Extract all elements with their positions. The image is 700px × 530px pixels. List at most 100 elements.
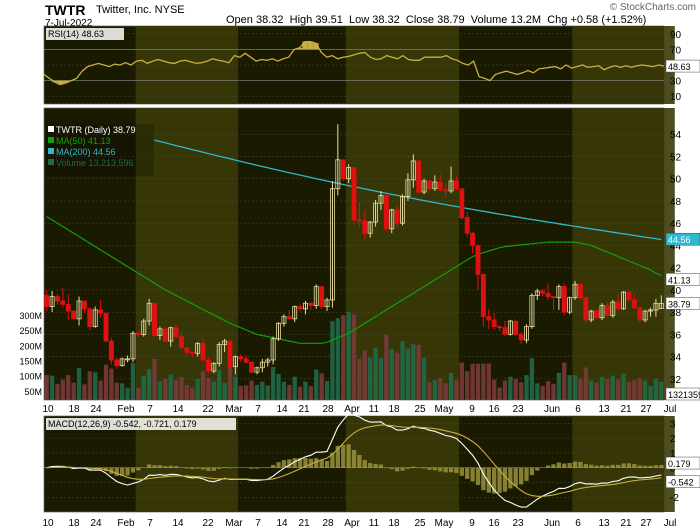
macd-x-label: 25 xyxy=(414,518,426,529)
volume-bar xyxy=(314,369,319,400)
ma50-line xyxy=(46,215,662,344)
candle-body xyxy=(437,181,443,191)
volume-tick-label: 200M xyxy=(19,341,42,351)
macd-x-label: 27 xyxy=(640,518,652,529)
macd-histogram-bar xyxy=(206,467,211,471)
low-label: Low xyxy=(348,14,370,26)
macd-histogram-bar xyxy=(87,467,92,470)
volume-bar xyxy=(195,378,200,400)
volume-bar xyxy=(319,373,324,400)
candle-body xyxy=(184,347,190,353)
volume-bar xyxy=(545,381,551,400)
candle-body xyxy=(594,310,600,319)
volume-bar xyxy=(346,312,351,400)
macd-x-label: 22 xyxy=(202,518,214,529)
macd-histogram-bar xyxy=(486,467,491,493)
price-x-label: 18 xyxy=(388,404,400,415)
candle-body xyxy=(324,299,330,308)
volume-bar xyxy=(529,358,535,400)
candle-body xyxy=(216,344,222,364)
candle-body xyxy=(232,356,238,368)
close-last-value-box xyxy=(665,297,700,310)
ticker-symbol: TWTR xyxy=(45,2,86,18)
candle-body xyxy=(249,361,255,373)
volume-bar xyxy=(281,381,287,400)
candle-body xyxy=(410,160,416,181)
volume-bar xyxy=(384,334,389,400)
macd-last-value: -0.542 xyxy=(668,478,694,488)
macd-histogram-bar xyxy=(276,462,281,468)
price-tick-label: 32 xyxy=(670,375,682,386)
candle-body xyxy=(76,300,82,320)
macd-histogram-bar xyxy=(529,467,535,476)
volume-bar xyxy=(427,382,432,400)
volume-bar xyxy=(200,371,206,400)
volume-bar xyxy=(109,368,114,400)
volume-bar xyxy=(659,381,664,400)
price-x-label: 18 xyxy=(68,404,80,415)
macd-histogram-bar xyxy=(270,464,276,468)
chg-value: +0.58 (+1.52%) xyxy=(570,14,647,26)
candle-body xyxy=(195,342,201,354)
volume-bar xyxy=(168,374,173,400)
volume-bar xyxy=(411,344,416,400)
volume-bar xyxy=(341,315,346,400)
legend-entry: MA(200) 44.56 xyxy=(56,147,116,157)
candle-body xyxy=(648,309,653,312)
candle-body xyxy=(319,286,325,308)
candle-body xyxy=(470,232,476,246)
macd-histogram-bar xyxy=(416,467,421,469)
macd-histogram-bar xyxy=(470,467,475,482)
candle-body xyxy=(545,292,551,297)
macd-x-label: 14 xyxy=(172,518,184,529)
macd-histogram-bar xyxy=(362,460,367,468)
volume-bar xyxy=(152,358,157,400)
volume-bar xyxy=(276,374,281,400)
macd-histogram-bar xyxy=(168,465,173,468)
volume-bar xyxy=(136,387,141,400)
volume-bar xyxy=(610,375,615,400)
macd-histogram-bar xyxy=(518,467,524,485)
volume-bar xyxy=(362,350,367,400)
volume-bar xyxy=(217,369,222,400)
volume-bar xyxy=(459,362,464,400)
macd-histogram-last: 0.179 xyxy=(668,459,691,469)
volume-bar xyxy=(98,380,103,400)
volume-bar xyxy=(599,376,605,400)
candle-body xyxy=(146,302,152,322)
price-x-label: 27 xyxy=(640,404,652,415)
volume-bar xyxy=(535,383,540,400)
macd-histogram-bar xyxy=(610,464,615,468)
macd-histogram-bar xyxy=(314,458,319,468)
candle-body xyxy=(599,305,605,319)
volume-value: 13.2M xyxy=(510,14,542,26)
price-x-label: 28 xyxy=(322,404,334,415)
candle-body xyxy=(227,340,233,368)
price-tick-label: 42 xyxy=(670,264,682,275)
candle-body xyxy=(459,188,465,219)
candle-body xyxy=(238,356,244,360)
candle-body xyxy=(378,194,384,204)
macd-histogram-bar xyxy=(578,461,583,468)
macd-histogram-bar xyxy=(432,467,438,471)
macd-histogram-bar xyxy=(184,467,190,469)
candle-body xyxy=(297,306,303,310)
candle-body xyxy=(588,310,594,321)
price-x-label: 10 xyxy=(42,404,54,415)
candle-body xyxy=(313,286,319,306)
macd-histogram-bar xyxy=(130,467,136,473)
macd-panel: -2-10123MACD(12,26,9) -0.542, -0.721, 0.… xyxy=(42,413,700,529)
macd-histogram-bar xyxy=(157,465,163,468)
candle-body xyxy=(631,299,637,309)
candle-body xyxy=(567,297,573,313)
macd-histogram-bar xyxy=(567,462,572,468)
macd-histogram-bar xyxy=(659,464,664,468)
candle-body xyxy=(303,302,308,310)
volume-tick-label: 250M xyxy=(19,326,42,336)
macd-histogram-bar xyxy=(524,467,529,481)
legend-swatch xyxy=(48,137,54,143)
volume-bar xyxy=(567,375,572,400)
price-x-label: 6 xyxy=(575,404,581,415)
volume-bar xyxy=(130,363,136,400)
macd-histogram-bar xyxy=(508,467,513,489)
